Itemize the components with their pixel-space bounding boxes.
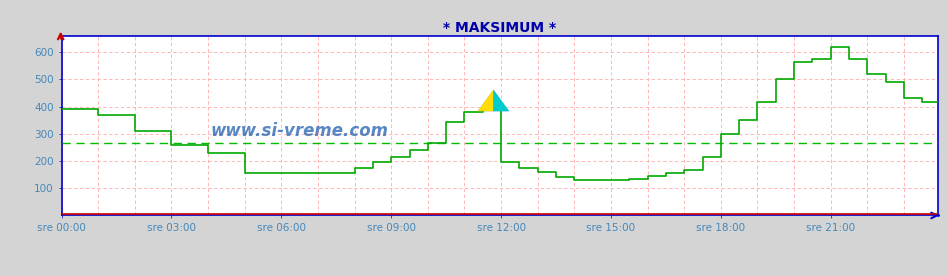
- Title: * MAKSIMUM *: * MAKSIMUM *: [443, 21, 556, 35]
- Text: www.si-vreme.com: www.si-vreme.com: [210, 122, 388, 140]
- Polygon shape: [493, 90, 509, 111]
- Polygon shape: [477, 90, 509, 111]
- Polygon shape: [477, 90, 493, 111]
